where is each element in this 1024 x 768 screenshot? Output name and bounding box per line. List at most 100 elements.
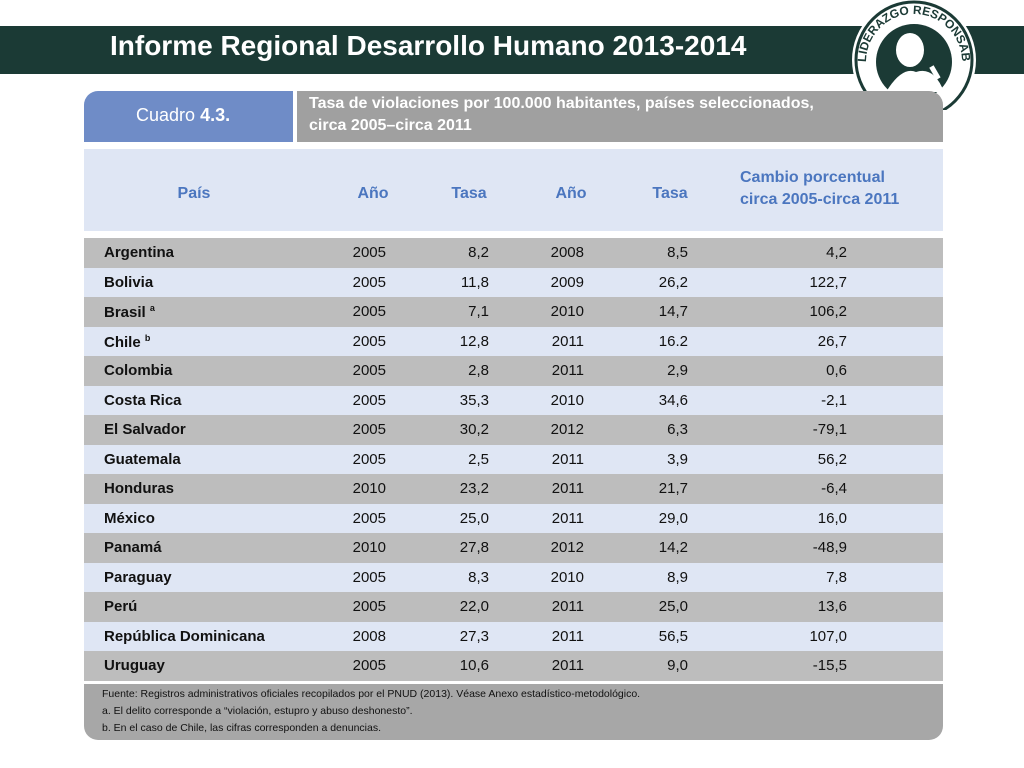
cell-pais: El Salvador: [104, 421, 186, 438]
liderazgo-responsable-logo-icon: LIDERAZGO RESPONSABLE: [846, 0, 976, 110]
header-tasa-2: Tasa: [652, 185, 688, 202]
table-row: Colombia 2005 2,8 2011 2,9 0,6: [84, 356, 943, 386]
cuadro-number: 4.3.: [200, 105, 231, 125]
table-row: México 2005 25,0 2011 29,0 16,0: [84, 503, 943, 533]
cell-anio-2: 2011: [551, 598, 584, 615]
cell-anio-1: 2005: [352, 273, 386, 291]
cell-anio-1: 2010: [352, 480, 386, 497]
page-title: Informe Regional Desarrollo Humano 2013-…: [110, 30, 747, 61]
cell-tasa-2: 2,9: [667, 362, 688, 379]
table-row: Brasil a 2005 7,1 2010 14,7 106,2: [84, 297, 943, 327]
table-row: Paraguay 2005 8,3 2010 8,9 7,8: [84, 562, 943, 592]
table-row: Guatemala 2005 2,5 2011 3,9 56,2: [84, 444, 943, 474]
table-row: Honduras 2010 23,2 2011 21,7 -6,4: [84, 474, 943, 504]
cell-tasa-2: 14,2: [658, 539, 688, 556]
cell-tasa-2: 34,6: [658, 391, 688, 409]
table-title-line2: circa 2005–circa 2011: [309, 117, 472, 134]
cell-tasa-1: 35,3: [459, 391, 489, 409]
cell-anio-1: 2005: [352, 303, 386, 320]
table-header: País Año Tasa Año Tasa Cambio porcentual…: [84, 149, 943, 231]
cell-tasa-1: 30,2: [459, 421, 489, 438]
footnote-marker: b: [144, 332, 151, 343]
cell-cambio: 107,0: [809, 627, 847, 645]
cell-cambio: -6,4: [821, 480, 847, 497]
table-row: Uruguay 2005 10,6 2011 9,0 -15,5: [84, 651, 943, 681]
table-row: Argentina 2005 8,2 2008 8,5 4,2: [84, 238, 943, 268]
country-name: Perú: [104, 598, 138, 615]
table-title-line1: Tasa de violaciones por 100.000 habitant…: [309, 95, 814, 112]
header-cambio-line1: Cambio porcentual: [740, 169, 885, 186]
cell-cambio: 26,7: [817, 332, 847, 350]
cell-anio-1: 2005: [352, 332, 386, 350]
cell-anio-2: 2011: [551, 362, 584, 379]
header-tasa-1: Tasa: [451, 185, 487, 202]
cell-cambio: 106,2: [809, 303, 847, 320]
country-name: Honduras: [104, 480, 175, 497]
cell-tasa-1: 12,8: [459, 332, 489, 350]
cell-anio-2: 2011: [551, 450, 584, 468]
cell-anio-2: 2010: [550, 303, 584, 320]
cell-anio-1: 2005: [352, 657, 386, 674]
cell-tasa-1: 2,8: [468, 362, 489, 379]
table-row: El Salvador 2005 30,2 2012 6,3 -79,1: [84, 415, 943, 445]
cell-pais: Argentina: [104, 244, 174, 261]
country-name: República Dominicana: [104, 627, 265, 645]
country-name: Costa Rica: [104, 391, 182, 409]
country-name: Brasil: [104, 304, 146, 321]
cell-tasa-1: 11,8: [460, 273, 489, 291]
cell-tasa-2: 6,3: [667, 421, 688, 438]
cell-tasa-2: 25,0: [658, 598, 688, 615]
cell-tasa-2: 3,9: [667, 450, 688, 468]
cell-pais: Perú: [104, 598, 137, 615]
cell-pais: Honduras: [104, 480, 174, 497]
cell-tasa-2: 29,0: [658, 509, 688, 527]
header-pais: País: [177, 185, 211, 202]
cell-anio-1: 2005: [352, 421, 386, 438]
cell-tasa-2: 56,5: [658, 627, 688, 645]
cell-tasa-1: 10,6: [459, 657, 489, 674]
country-name: Bolivia: [104, 273, 154, 291]
cell-cambio: 13,6: [817, 598, 847, 615]
cell-anio-2: 2011: [551, 332, 584, 350]
cell-cambio: 16,0: [817, 509, 847, 527]
cell-cambio: 4,2: [826, 244, 847, 261]
cell-anio-1: 2005: [352, 362, 386, 379]
header-cambio-line2: circa 2005-circa 2011: [740, 191, 900, 208]
country-name: Paraguay: [104, 568, 172, 586]
cell-tasa-2: 8,9: [667, 568, 688, 586]
footnote-a: a. El delito corresponde a “violación, e…: [102, 705, 413, 717]
cell-pais: Chile b: [104, 333, 150, 351]
cell-pais: Uruguay: [104, 657, 165, 674]
cell-anio-2: 2011: [551, 627, 584, 645]
footnote-b: b. En el caso de Chile, las cifras corre…: [102, 722, 381, 734]
country-name: Guatemala: [104, 450, 181, 468]
cell-tasa-2: 16.2: [658, 332, 688, 350]
country-name: Chile: [104, 333, 141, 351]
cell-anio-1: 2005: [352, 391, 386, 409]
table-title: Tasa de violaciones por 100.000 habitant…: [297, 91, 943, 142]
cell-cambio: -15,5: [812, 657, 847, 674]
cell-tasa-1: 25,0: [459, 509, 489, 527]
cell-cambio: 56,2: [817, 450, 847, 468]
cell-tasa-1: 27,8: [459, 539, 489, 556]
table-row: Bolivia 2005 11,8 2009 26,2 122,7: [84, 267, 943, 297]
country-name: El Salvador: [104, 421, 186, 438]
cell-tasa-1: 7,1: [468, 303, 489, 320]
cell-cambio: -2,1: [821, 391, 847, 409]
cell-pais: Brasil a: [104, 303, 155, 321]
footnote-marker: a: [149, 303, 155, 313]
table-footnotes: Fuente: Registros administrativos oficia…: [84, 684, 943, 740]
cell-cambio: 7,8: [826, 568, 847, 586]
table-body: Argentina 2005 8,2 2008 8,5 4,2 Bolivia 2005 11,…: [84, 238, 943, 681]
table-frame: Cuadro 4.3. Tasa de violaciones por 100.…: [84, 91, 943, 740]
cell-pais: Paraguay: [104, 569, 172, 586]
country-name: Panamá: [104, 539, 162, 556]
cell-anio-2: 2010: [550, 391, 584, 409]
cell-anio-2: 2012: [550, 421, 584, 438]
header-anio-2: Año: [555, 185, 587, 202]
cuadro-label: Cuadro: [136, 105, 196, 125]
footnote-fuente: Fuente: Registros administrativos oficia…: [102, 688, 641, 700]
cell-anio-1: 2005: [352, 598, 386, 615]
table-row: República Dominicana 2008 27,3 2011 56,5 107,…: [84, 621, 943, 651]
cell-tasa-1: 2,5: [468, 450, 489, 468]
